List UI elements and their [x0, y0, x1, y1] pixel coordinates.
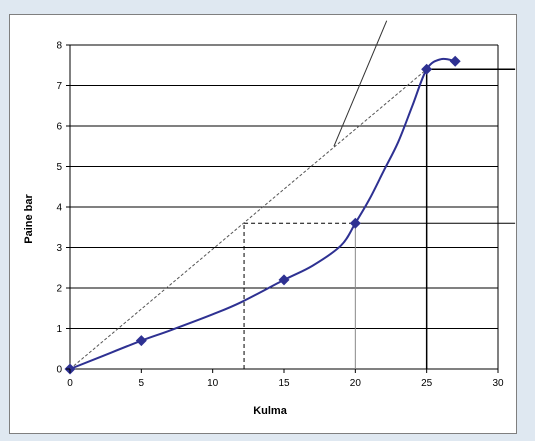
x-tick-label-0: 0: [67, 378, 73, 389]
series-layer: [64, 55, 461, 375]
x-tick-label-30: 30: [492, 378, 504, 389]
y-tick-label-8: 8: [56, 41, 62, 52]
data-point-1: [135, 335, 147, 347]
tangent-line: [333, 20, 388, 147]
y-tick-label-3: 3: [56, 243, 62, 254]
y-tick-label-5: 5: [56, 162, 62, 173]
x-tick-label-25: 25: [421, 378, 433, 389]
data-point-2: [278, 274, 290, 286]
data-point-5: [449, 55, 461, 67]
x-tick-label-5: 5: [139, 378, 145, 389]
y-tick-label-2: 2: [56, 284, 62, 295]
data-point-3: [349, 217, 361, 229]
y-axis-label: Paine bar: [23, 194, 35, 244]
grid-layer: [69, 44, 499, 370]
series-line: [69, 57, 456, 370]
annotation-layer: [69, 20, 516, 370]
y-tick-label-4: 4: [56, 203, 62, 214]
y-tick-label-6: 6: [56, 122, 62, 133]
data-point-4: [421, 63, 433, 75]
chart-svg: 0 1 2 3 4 5 6 7 8 0 5 10 15 20 25 30 Kulma Paine bar: [23, 20, 516, 417]
chart-frame: 0 1 2 3 4 5 6 7 8 0 5 10 15 20 25 30 Kulma Paine bar: [9, 14, 517, 434]
x-tick-label-10: 10: [207, 378, 219, 389]
x-axis-label: Kulma: [253, 405, 288, 417]
x-tick-label-15: 15: [278, 378, 290, 389]
y-tick-label-0: 0: [56, 365, 62, 376]
y-tick-label-1: 1: [56, 324, 62, 335]
tick-layer: 0 1 2 3 4 5 6 7 8 0 5 10 15 20 25 30: [56, 41, 504, 390]
x-tick-label-20: 20: [350, 378, 362, 389]
secant-dashed-line: [69, 68, 427, 370]
y-tick-label-7: 7: [56, 81, 62, 92]
